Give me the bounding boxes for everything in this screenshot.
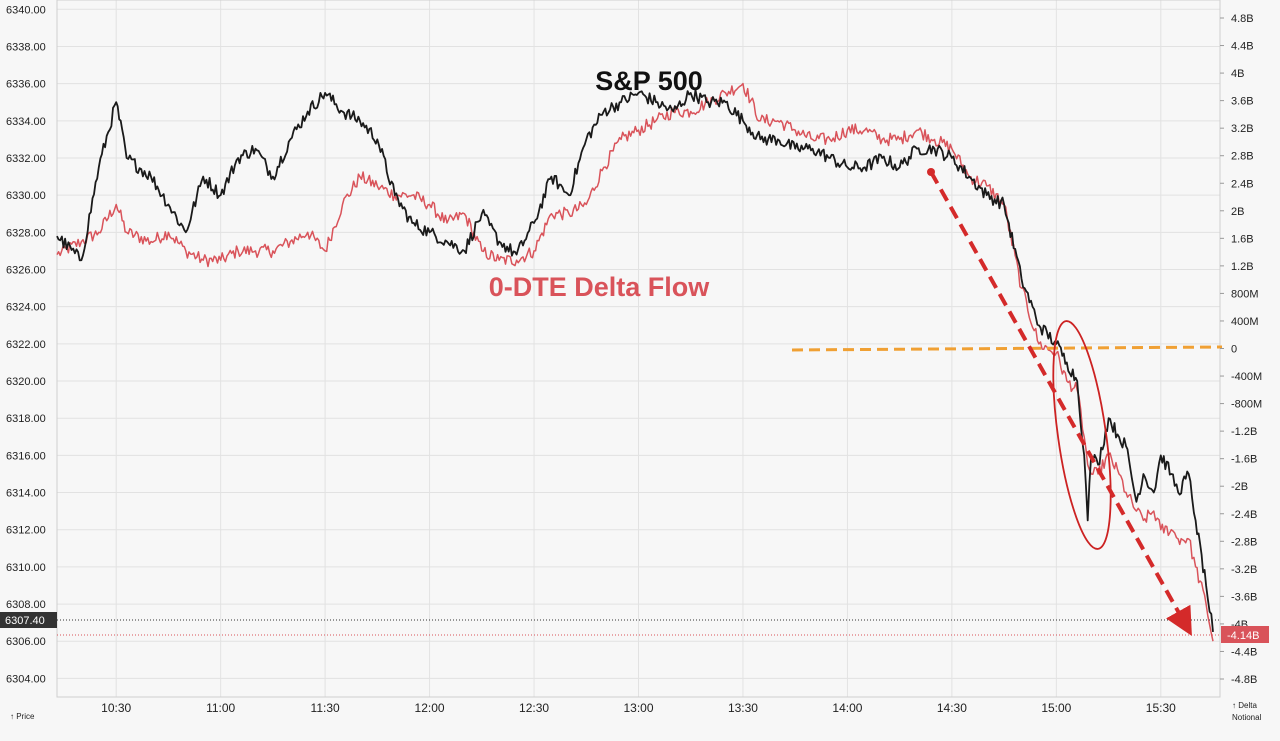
right-last-value-badge: -4.14B xyxy=(1221,626,1269,643)
right-tick-label: -3.2B xyxy=(1231,564,1257,576)
right-tick-label: 1.6B xyxy=(1231,233,1254,245)
sp500-annotation: S&P 500 xyxy=(595,66,703,96)
right-tick-label: -3.6B xyxy=(1231,591,1257,603)
x-tick-label: 15:00 xyxy=(1041,701,1071,715)
right-tick-label: -2.8B xyxy=(1231,536,1257,548)
right-tick-label: 1.2B xyxy=(1231,261,1254,273)
downtrend-arrow xyxy=(929,171,1192,636)
left-tick-label: 6312.00 xyxy=(6,525,46,537)
left-tick-label: 6334.00 xyxy=(6,116,46,128)
x-tick-label: 14:00 xyxy=(832,701,862,715)
right-tick-label: -400M xyxy=(1231,371,1262,383)
right-tick-label: 4.4B xyxy=(1231,41,1254,53)
right-tick-label: 2.8B xyxy=(1231,151,1254,163)
x-tick-label: 11:00 xyxy=(206,701,235,715)
highlight-ellipse xyxy=(1052,320,1112,550)
left-tick-label: 6308.00 xyxy=(6,599,46,611)
x-tick-label: 15:30 xyxy=(1146,701,1176,715)
right-tick-label: 4.8B xyxy=(1231,13,1254,25)
left-tick-label: 6340.00 xyxy=(6,4,46,16)
delta-flow-annotation: 0-DTE Delta Flow xyxy=(489,272,711,302)
left-tick-label: 6306.00 xyxy=(6,636,46,648)
x-tick-label: 13:30 xyxy=(728,701,758,715)
right-tick-label: 2B xyxy=(1231,206,1244,218)
left-tick-label: 6314.00 xyxy=(6,488,46,500)
series-layer xyxy=(56,82,1214,642)
left-tick-label: 6322.00 xyxy=(6,339,46,351)
left-tick-label: 6310.00 xyxy=(6,562,46,574)
overlay-layer xyxy=(57,168,1223,636)
left-tick-label: 6304.00 xyxy=(6,673,46,685)
x-tick-label: 13:00 xyxy=(623,701,653,715)
left-tick-label: 6318.00 xyxy=(6,413,46,425)
right-badge-bg xyxy=(1221,626,1269,643)
right-tick-label: 3.2B xyxy=(1231,123,1254,135)
x-tick-label: 12:30 xyxy=(519,701,549,715)
delta-flow-line xyxy=(56,82,1214,642)
right-axis-title-line2: Notional xyxy=(1232,713,1262,722)
right-tick-label: 400M xyxy=(1231,316,1259,328)
zero-delta-dashed-line xyxy=(791,345,1223,352)
right-axis-title-line1: ↑ Delta xyxy=(1232,701,1257,710)
x-tick-label: 14:30 xyxy=(937,701,967,715)
right-tick-label: -1.6B xyxy=(1231,454,1257,466)
x-tick-label: 12:00 xyxy=(415,701,445,715)
x-tick-label: 10:30 xyxy=(101,701,131,715)
right-tick-label: 2.4B xyxy=(1231,178,1254,190)
left-badge-value: 6307.40 xyxy=(5,615,45,627)
right-badge-value: -4.14B xyxy=(1227,630,1259,642)
right-tick-label: -1.2B xyxy=(1231,426,1257,438)
left-tick-label: 6328.00 xyxy=(6,227,46,239)
left-last-value-badge: 6307.40 xyxy=(0,612,57,628)
right-tick-label: -2B xyxy=(1231,481,1248,493)
right-tick-label: 0 xyxy=(1231,344,1237,356)
x-tick-label: 11:30 xyxy=(311,701,340,715)
left-tick-label: 6324.00 xyxy=(6,302,46,314)
x-axis: 10:30 11:00 11:30 12:00 12:30 13:00 13:30 14:00… xyxy=(101,701,1176,715)
right-tick-label: -4.8B xyxy=(1231,674,1257,686)
left-tick-label: 6326.00 xyxy=(6,265,46,277)
grid xyxy=(57,0,1220,697)
left-axis: 6304.00 6306.00 6308.00 6310.00 6312.00 6314.… xyxy=(6,4,46,685)
left-axis-title: ↑ Price xyxy=(10,712,35,721)
right-tick-label: -2.4B xyxy=(1231,509,1257,521)
left-tick-label: 6320.00 xyxy=(6,376,46,388)
sp500-line xyxy=(56,89,1214,632)
right-axis: 4.8B 4.4B 4B 3.6B 3.2B 2.8B 2.4B 2B 1.6B 1.2B 800M… xyxy=(1220,13,1262,686)
right-tick-label: -800M xyxy=(1231,399,1262,411)
left-tick-label: 6338.00 xyxy=(6,41,46,53)
right-tick-label: 3.6B xyxy=(1231,96,1254,108)
right-tick-label: -4.4B xyxy=(1231,646,1257,658)
left-tick-label: 6332.00 xyxy=(6,153,46,165)
right-tick-label: 4B xyxy=(1231,68,1244,80)
left-tick-label: 6330.00 xyxy=(6,190,46,202)
left-tick-label: 6336.00 xyxy=(6,79,46,91)
left-tick-label: 6316.00 xyxy=(6,450,46,462)
left-badge-bg xyxy=(0,612,57,628)
right-tick-label: 800M xyxy=(1231,288,1259,300)
